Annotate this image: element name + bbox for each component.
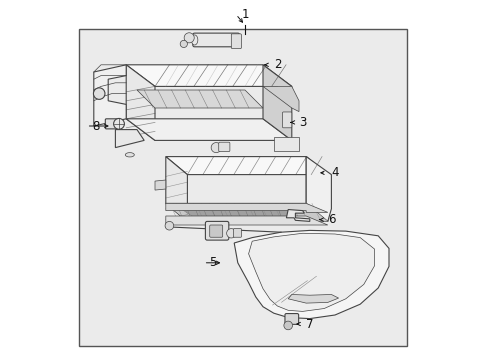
FancyBboxPatch shape [233,229,242,237]
Polygon shape [306,157,328,221]
Polygon shape [126,119,292,140]
Text: 6: 6 [328,213,335,226]
Polygon shape [166,157,187,221]
Circle shape [165,221,174,230]
Polygon shape [306,157,331,221]
Polygon shape [116,130,144,148]
Text: 2: 2 [273,58,281,71]
FancyBboxPatch shape [193,33,240,47]
Bar [79,29,407,346]
Text: 8: 8 [92,120,99,132]
Polygon shape [166,203,328,212]
Polygon shape [286,210,310,221]
Polygon shape [166,157,328,175]
FancyBboxPatch shape [105,119,118,129]
Text: 3: 3 [299,116,306,129]
Circle shape [94,88,105,99]
Circle shape [184,33,194,43]
Polygon shape [263,86,299,112]
Ellipse shape [125,153,134,157]
Polygon shape [166,203,328,221]
Text: 7: 7 [306,318,314,330]
Circle shape [180,40,187,48]
Polygon shape [155,180,166,190]
Circle shape [211,143,221,153]
FancyBboxPatch shape [282,112,292,128]
FancyBboxPatch shape [285,314,298,324]
Polygon shape [94,65,126,126]
Polygon shape [234,230,389,319]
Polygon shape [173,203,299,218]
Polygon shape [126,65,292,86]
Ellipse shape [192,35,198,45]
Polygon shape [248,233,374,311]
FancyBboxPatch shape [231,34,242,49]
Polygon shape [126,65,155,140]
Polygon shape [166,216,328,225]
Polygon shape [274,137,299,151]
Text: 1: 1 [241,8,249,21]
Circle shape [284,321,293,330]
Circle shape [114,118,124,129]
FancyBboxPatch shape [205,221,229,240]
Text: 5: 5 [209,256,216,269]
FancyBboxPatch shape [210,225,222,237]
Text: 4: 4 [331,166,339,179]
Polygon shape [166,203,328,221]
Circle shape [227,229,236,238]
Polygon shape [263,65,292,140]
Polygon shape [288,294,339,303]
Polygon shape [137,90,263,108]
FancyBboxPatch shape [219,142,230,152]
